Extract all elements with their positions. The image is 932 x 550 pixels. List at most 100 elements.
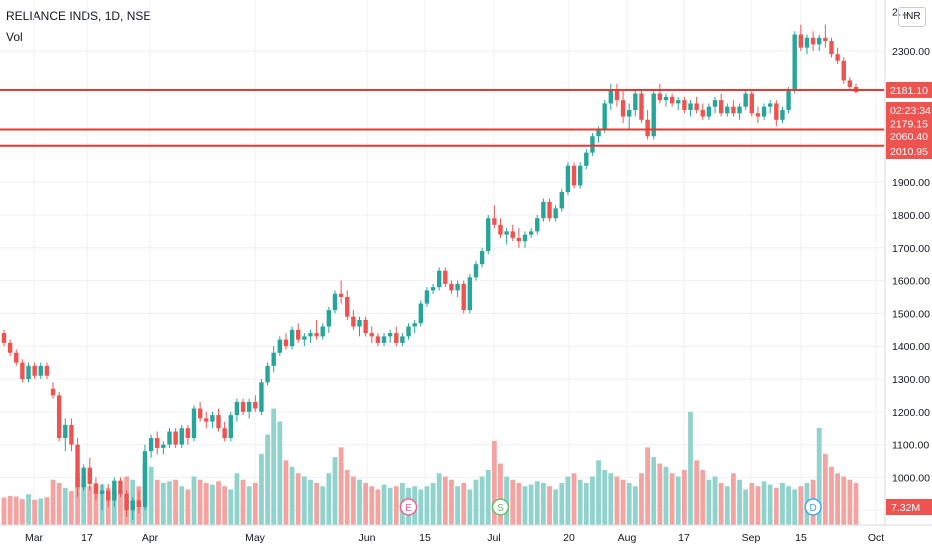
volume-bar xyxy=(755,486,761,525)
time-tick-label: Sep xyxy=(742,532,761,544)
time-tick-label: Apr xyxy=(142,532,159,544)
time-tick-label: Mar xyxy=(25,532,44,544)
volume-bar xyxy=(197,479,203,525)
event-marker-label: S xyxy=(497,503,504,514)
horizontal-lines xyxy=(0,88,884,147)
volume-bar xyxy=(522,486,528,525)
candle-body xyxy=(571,165,577,186)
volume-bar xyxy=(626,482,632,525)
candle-body xyxy=(810,37,816,45)
candle-body xyxy=(725,106,730,114)
candle-body xyxy=(504,231,509,235)
price-tick-label: 2300.00 xyxy=(892,46,930,58)
candle-body xyxy=(1,333,7,343)
volume-bar xyxy=(559,482,565,525)
candle-body xyxy=(246,401,252,412)
candle-body xyxy=(363,319,368,334)
volume-bar xyxy=(498,463,503,525)
candle-body xyxy=(584,152,589,166)
candle-body xyxy=(50,388,56,396)
candle-body xyxy=(455,283,460,291)
volume-bar xyxy=(295,473,301,525)
candle-body xyxy=(424,290,430,304)
volume-bar xyxy=(228,489,234,525)
volume-bar xyxy=(369,486,375,525)
candle-body xyxy=(657,93,663,101)
grid xyxy=(0,0,884,525)
candle-body xyxy=(124,493,129,511)
price-tick-label: 1000.00 xyxy=(892,472,930,484)
volume-indicator-label[interactable]: Vol xyxy=(6,30,23,44)
candle-body xyxy=(406,326,411,337)
candle-body xyxy=(173,431,178,445)
volume-bar xyxy=(93,482,99,525)
candle-body xyxy=(351,316,356,327)
volume-bar xyxy=(780,482,785,525)
price-axis: 900.001000.001100.001200.001300.001400.0… xyxy=(892,7,930,518)
volume-bar xyxy=(731,473,736,525)
volume-bar xyxy=(375,489,381,525)
volume-bar xyxy=(681,470,687,525)
candle-body xyxy=(669,96,675,104)
volume-bar xyxy=(240,479,246,525)
candle-body xyxy=(326,310,332,327)
candle-body xyxy=(259,382,264,412)
volume-bar xyxy=(724,486,730,525)
volume-bar xyxy=(608,473,614,525)
price-tag-box xyxy=(886,115,932,132)
volume-bar xyxy=(847,479,853,525)
volume-bar xyxy=(87,486,93,525)
volume-bar xyxy=(816,427,822,525)
volume-bar xyxy=(639,473,644,525)
volume-bar xyxy=(56,482,62,525)
candle-body xyxy=(694,103,699,110)
volume-bar xyxy=(485,470,491,525)
volume-bar xyxy=(308,479,313,525)
candle-body xyxy=(682,100,687,110)
candle-body xyxy=(161,444,166,448)
candle-body xyxy=(663,96,669,101)
volume-bar xyxy=(44,497,50,525)
volume-bar xyxy=(185,489,191,525)
volume-bar xyxy=(424,486,430,525)
candle-body xyxy=(130,500,135,511)
time-tick-label: Jun xyxy=(359,532,376,544)
volume-bar xyxy=(565,476,571,525)
volume-bar xyxy=(191,476,197,525)
candle-body xyxy=(332,293,338,311)
volume-bar xyxy=(590,476,595,525)
volume-bar xyxy=(234,473,240,525)
volume-bar xyxy=(13,496,19,525)
volume-bar xyxy=(829,466,834,525)
volume-bar xyxy=(301,476,307,525)
candle-body xyxy=(688,103,693,110)
candle-body xyxy=(106,490,111,501)
candle-body xyxy=(357,319,362,327)
candle-body xyxy=(418,303,424,324)
candle-body xyxy=(486,218,491,252)
price-tag-box xyxy=(886,128,932,145)
volume-bar xyxy=(167,481,172,525)
candle-body xyxy=(320,326,325,337)
currency-button[interactable]: INR xyxy=(898,7,926,27)
volume-bar xyxy=(516,482,522,525)
event-marker-split xyxy=(491,498,510,516)
candle-body xyxy=(823,37,828,42)
candle-body xyxy=(271,352,276,366)
volume-bar xyxy=(675,476,681,525)
volume-bar xyxy=(436,473,442,525)
candle-body xyxy=(541,201,546,219)
candle-body xyxy=(26,365,31,380)
volume-bar xyxy=(332,457,338,525)
price-tick-label: 1700.00 xyxy=(892,243,930,255)
candle-body xyxy=(786,90,791,110)
volume-bar xyxy=(455,486,460,525)
price-tick-label: 1100.00 xyxy=(892,440,929,452)
candle-body xyxy=(38,365,43,376)
candle-body xyxy=(510,231,515,238)
volume-bar xyxy=(430,482,436,525)
volume-bar xyxy=(688,411,693,525)
volume-bar xyxy=(81,479,87,525)
